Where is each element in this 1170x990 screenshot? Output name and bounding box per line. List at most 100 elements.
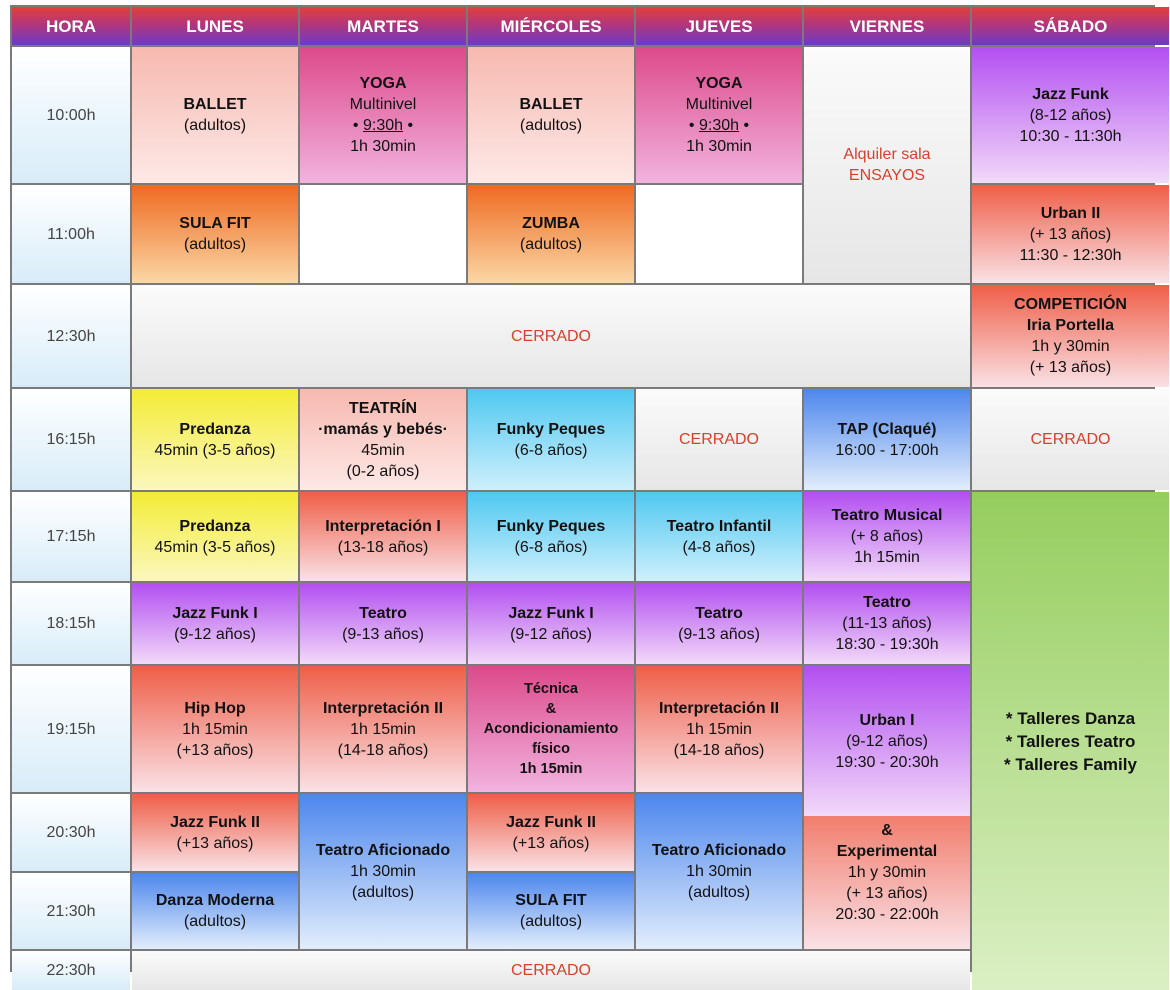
class-duration: 1h 30min bbox=[350, 138, 416, 155]
empty-cell bbox=[636, 185, 802, 283]
class-title: COMPETICIÓN bbox=[1014, 296, 1127, 313]
hour-label: 21:30h bbox=[12, 873, 130, 949]
closed-label: CERRADO bbox=[678, 431, 759, 448]
class-detail: (4-8 años) bbox=[682, 538, 756, 556]
class-teatro-infantil: Teatro Infantil (4-8 años) bbox=[636, 492, 802, 581]
class-yoga-jueves: YOGA Multinivel • 9:30h • 1h 30min bbox=[636, 47, 802, 183]
class-funky-peques-1715: Funky Peques (6-8 años) bbox=[468, 492, 634, 581]
class-detail: (+ 13 años) bbox=[1029, 225, 1112, 243]
class-title: YOGA bbox=[695, 75, 743, 92]
class-title: Teatro Musical bbox=[831, 507, 943, 524]
header-miercoles: MIÉRCOLES bbox=[468, 7, 634, 45]
class-detail: (+ 8 años) bbox=[850, 528, 924, 545]
class-detail: (adultos) bbox=[687, 884, 751, 901]
class-detail: (adultos) bbox=[351, 884, 415, 901]
class-detail: (9-12 años) bbox=[846, 732, 928, 750]
class-detail: (+ 13 años) bbox=[1029, 359, 1112, 376]
class-duration: 1h 15min bbox=[854, 549, 920, 566]
header-jueves: JUEVES bbox=[636, 7, 802, 45]
header-hora: HORA bbox=[12, 7, 130, 45]
class-title: BALLET bbox=[183, 96, 247, 113]
class-detail: (9-13 años) bbox=[678, 625, 760, 643]
class-duration: 1h 15min bbox=[686, 720, 752, 738]
class-title: Urban I bbox=[859, 711, 915, 729]
class-jazz-funk-ii-miercoles: Jazz Funk II (+13 años) bbox=[468, 794, 634, 871]
class-time: 10:30 - 11:30h bbox=[1019, 127, 1122, 145]
class-detail: (13-18 años) bbox=[337, 538, 429, 556]
class-teatro-martes: Teatro (9-13 años) bbox=[300, 583, 466, 664]
class-teatro-aficionado-martes: Teatro Aficionado 1h 30min (adultos) bbox=[300, 794, 466, 949]
class-teatro-aficionado-jueves: Teatro Aficionado 1h 30min (adultos) bbox=[636, 794, 802, 949]
class-title: Danza Moderna bbox=[155, 892, 275, 909]
class-hip-hop: Hip Hop 1h 15min (+13 años) bbox=[132, 666, 298, 792]
hour-label: 16:15h bbox=[12, 389, 130, 490]
hour-label: 22:30h bbox=[12, 951, 130, 990]
class-tecnica-acondicionamiento: Técnica & Acondicionamiento físico 1h 15… bbox=[468, 666, 634, 792]
class-teatro-jueves: Teatro (9-13 años) bbox=[636, 583, 802, 664]
class-detail: (8-12 años) bbox=[1029, 106, 1112, 124]
class-detail: (9-12 años) bbox=[510, 625, 592, 643]
class-sula-fit-lunes: SULA FIT (adultos) bbox=[132, 185, 298, 283]
class-title: Hip Hop bbox=[184, 699, 246, 717]
class-detail: (9-13 años) bbox=[342, 625, 424, 643]
class-competicion-sabado: COMPETICIÓN Iria Portella 1h y 30min (+ … bbox=[972, 285, 1169, 387]
taller-family: * Talleres Family bbox=[1004, 754, 1137, 774]
class-title: Predanza bbox=[179, 517, 251, 535]
schedule-grid: HORA LUNES MARTES MIÉRCOLES JUEVES VIERN… bbox=[10, 5, 1169, 990]
class-predanza-1715: Predanza 45min (3-5 años) bbox=[132, 492, 298, 581]
class-teatro-viernes: Teatro (11-13 años) 18:30 - 19:30h bbox=[804, 583, 970, 664]
class-title: Interpretación II bbox=[322, 699, 444, 717]
class-time: • 9:30h • bbox=[688, 117, 750, 134]
class-jazz-funk-i-lunes: Jazz Funk I (9-12 años) bbox=[132, 583, 298, 664]
class-title: Teatro Aficionado bbox=[651, 842, 787, 859]
class-title-3: físico bbox=[532, 741, 570, 757]
class-detail: (14-18 años) bbox=[673, 741, 765, 759]
closed-label: CERRADO bbox=[1030, 431, 1111, 448]
class-title: Teatro bbox=[359, 604, 407, 622]
class-detail: (+13 años) bbox=[512, 834, 590, 852]
class-detail: (11-13 años) bbox=[842, 615, 932, 632]
class-title: Interpretación II bbox=[658, 699, 780, 717]
class-time: • 9:30h • bbox=[352, 117, 414, 134]
class-title: Jazz Funk I bbox=[172, 604, 258, 622]
hour-label: 12:30h bbox=[12, 285, 130, 387]
class-detail: (6-8 años) bbox=[514, 538, 588, 556]
class-title: SULA FIT bbox=[179, 215, 251, 232]
hour-label: 17:15h bbox=[12, 492, 130, 581]
class-duration: 1h 15min bbox=[350, 720, 416, 738]
class-title: Jazz Funk II bbox=[170, 813, 260, 831]
class-ballet-miercoles: BALLET (adultos) bbox=[468, 47, 634, 183]
taller-teatro: * Talleres Teatro bbox=[1005, 731, 1136, 751]
header-sabado: SÁBADO bbox=[972, 7, 1169, 45]
alquiler-line-1: Alquiler sala bbox=[843, 146, 931, 163]
class-detail: Multinivel bbox=[685, 96, 753, 113]
class-detail: 45min (3-5 años) bbox=[154, 441, 276, 459]
class-duration: 1h y 30min bbox=[847, 863, 927, 881]
class-duration: 1h 30min bbox=[686, 863, 752, 880]
class-title-amp: & bbox=[545, 701, 557, 717]
class-title: BALLET bbox=[519, 96, 583, 113]
class-predanza-1615: Predanza 45min (3-5 años) bbox=[132, 389, 298, 490]
class-detail: (adultos) bbox=[519, 117, 583, 134]
header-viernes: VIERNES bbox=[804, 7, 970, 45]
class-detail: (+13 años) bbox=[176, 741, 254, 759]
class-detail: (14-18 años) bbox=[337, 741, 429, 759]
class-title: TEATRÍN bbox=[348, 399, 418, 417]
class-time: 11:30 - 12:30h bbox=[1019, 246, 1122, 264]
class-detail: (adultos) bbox=[519, 236, 583, 253]
class-time-value: 9:30h bbox=[698, 117, 740, 134]
class-zumba-miercoles: ZUMBA (adultos) bbox=[468, 185, 634, 283]
class-detail: (0-2 años) bbox=[346, 462, 420, 480]
class-time: 16:00 - 17:00h bbox=[835, 441, 939, 459]
cerrado-jueves-1615: CERRADO bbox=[636, 389, 802, 490]
header-martes: MARTES bbox=[300, 7, 466, 45]
class-interpretacion-ii-jueves: Interpretación II 1h 15min (14-18 años) bbox=[636, 666, 802, 792]
class-time: 19:30 - 20:30h bbox=[835, 753, 939, 771]
class-interpretacion-i: Interpretación I (13-18 años) bbox=[300, 492, 466, 581]
closed-label: CERRADO bbox=[510, 327, 591, 345]
hour-label: 20:30h bbox=[12, 794, 130, 871]
class-teatrin-martes: TEATRÍN ·mamás y bebés· 45min (0-2 años) bbox=[300, 389, 466, 490]
class-funky-peques-1615: Funky Peques (6-8 años) bbox=[468, 389, 634, 490]
class-title: Funky Peques bbox=[496, 517, 606, 535]
class-ballet-lunes: BALLET (adultos) bbox=[132, 47, 298, 183]
